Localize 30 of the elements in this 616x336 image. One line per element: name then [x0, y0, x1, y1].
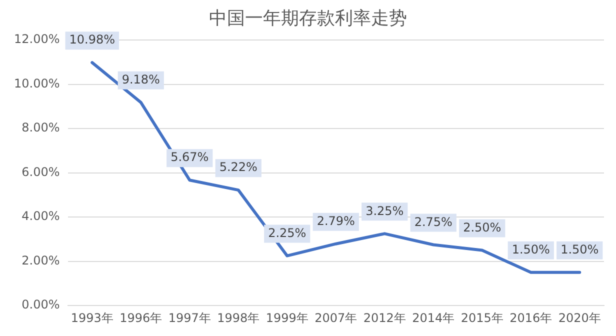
data-label: 9.18%: [122, 72, 160, 87]
x-tick-label: 2016年: [510, 310, 552, 325]
y-tick-label: 4.00%: [22, 209, 60, 224]
data-label: 3.25%: [366, 204, 404, 218]
y-tick-label: 0.00%: [22, 298, 60, 312]
x-tick-label: 2007年: [314, 310, 358, 325]
chart-title: 中国一年期存款利率走势: [208, 7, 408, 30]
y-tick-label: 10.00%: [14, 76, 60, 90]
y-tick-label: 12.00%: [14, 32, 60, 46]
x-tick-label: 1998年: [217, 310, 260, 325]
data-label: 2.25%: [268, 226, 306, 240]
data-label: 1.50%: [560, 242, 599, 257]
data-label: 2.79%: [316, 214, 355, 228]
data-label: 2.75%: [414, 214, 452, 229]
x-tick-label: 1999年: [266, 310, 308, 325]
x-tick-label: 2020年: [558, 310, 601, 325]
x-tick-label: 1997年: [168, 310, 211, 325]
y-tick-label: 8.00%: [22, 120, 60, 135]
data-label: 10.98%: [69, 32, 116, 47]
y-tick-label: 6.00%: [22, 164, 60, 179]
x-tick-label: 1993年: [70, 310, 114, 325]
x-tick-label: 2012年: [363, 310, 406, 325]
y-tick-label: 2.00%: [22, 253, 60, 268]
data-label: 5.67%: [170, 150, 209, 164]
data-label: 2.50%: [463, 220, 502, 234]
x-tick-label: 2015年: [460, 310, 504, 325]
data-label: 5.22%: [219, 160, 258, 174]
x-tick-label: 2014年: [412, 310, 455, 325]
x-tick-label: 1996年: [120, 310, 162, 325]
data-label: 1.50%: [512, 242, 550, 257]
